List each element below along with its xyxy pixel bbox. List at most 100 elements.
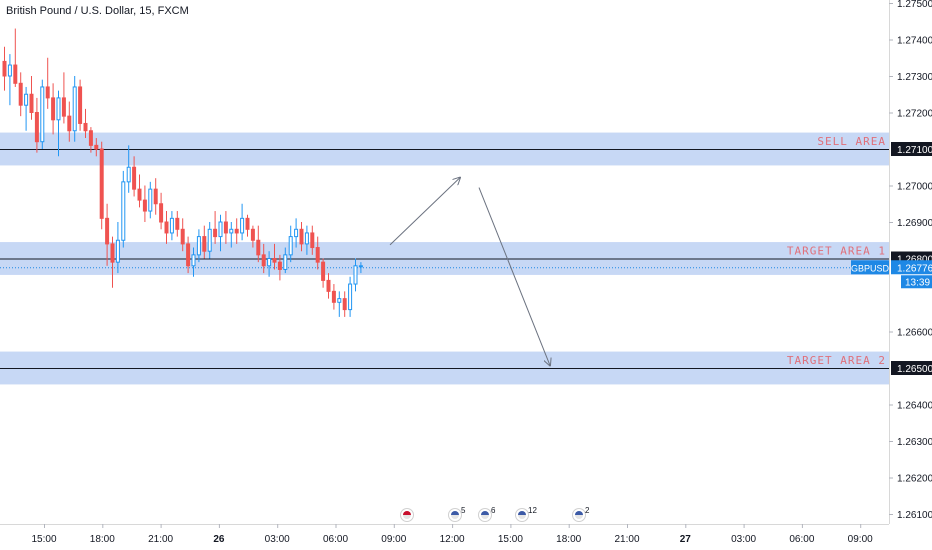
candle <box>105 203 110 266</box>
candle <box>272 243 277 270</box>
last-price-text: 1.26776 <box>897 263 932 274</box>
candle <box>331 284 336 310</box>
candle-body <box>83 122 88 132</box>
uk-event-icon[interactable] <box>400 508 414 522</box>
candle-body <box>67 115 72 132</box>
candle-body <box>288 236 293 256</box>
us-event-icon[interactable]: 2 <box>572 506 590 522</box>
candle-body <box>240 217 245 234</box>
candle-body <box>88 130 93 146</box>
candle <box>223 211 228 244</box>
sell-price-tag: 1.27100 <box>891 142 932 156</box>
candle <box>29 76 34 120</box>
candle-body <box>18 82 23 106</box>
candle <box>358 262 363 274</box>
candle-body <box>51 97 56 121</box>
candle <box>288 225 293 263</box>
candle <box>159 192 164 230</box>
candle-body <box>40 86 45 143</box>
candle-body <box>358 265 363 268</box>
time-axis[interactable]: 15:00 18:00 21:00 26 03:00 06:00 09:00 12:00 15:… <box>31 524 873 545</box>
flag-bottom <box>575 515 583 519</box>
candle <box>132 156 137 197</box>
flag-bottom <box>403 515 411 519</box>
candle-body <box>348 283 353 311</box>
flag-bottom <box>518 515 526 519</box>
us-event-icon[interactable]: 12 <box>515 506 537 522</box>
candle-body <box>126 166 131 183</box>
candle-body <box>105 217 110 245</box>
candle-body <box>229 228 234 234</box>
price-tick-label: 1.26200 <box>897 474 932 485</box>
candle <box>180 218 185 252</box>
candle <box>175 211 180 237</box>
countdown-bg <box>901 275 932 289</box>
candle <box>40 79 45 149</box>
candle-body <box>337 298 342 303</box>
candle-body <box>261 254 266 267</box>
target2-price-tag-bg <box>891 361 932 375</box>
time-tick-label: 27 <box>680 534 692 545</box>
candle <box>294 218 299 248</box>
candle <box>7 54 12 106</box>
candle-body <box>310 232 315 249</box>
candle <box>342 291 347 317</box>
price-tags: 1.27100 1.26800 1.26500 GBPUSD 1.26776 13:39 <box>851 142 932 375</box>
event-count: 2 <box>585 506 590 515</box>
price-axis[interactable]: 1.27500 1.27400 1.27300 1.27200 1.27000 1.269… <box>889 0 932 521</box>
candle-body <box>7 64 12 77</box>
target2-price-tag-text: 1.26500 <box>897 364 932 375</box>
event-count: 12 <box>528 506 537 515</box>
candle <box>67 101 72 142</box>
us-event-icon[interactable]: 5 <box>448 506 465 522</box>
candle-body <box>153 188 158 205</box>
time-tick-label: 06:00 <box>789 534 814 545</box>
candle-body <box>121 181 126 241</box>
candle <box>2 46 7 91</box>
candle <box>45 57 50 109</box>
time-tick-label: 21:00 <box>148 534 173 545</box>
candle-body <box>277 261 282 270</box>
candle <box>250 225 255 248</box>
time-tick-label: 09:00 <box>848 534 873 545</box>
candle-body <box>45 86 50 99</box>
flag-top <box>575 511 583 515</box>
candle-body <box>159 203 164 223</box>
candle-body <box>56 97 61 121</box>
candle-body <box>315 247 320 263</box>
candle-body <box>207 228 212 252</box>
candle-body <box>256 239 261 256</box>
price-tick-label: 1.27500 <box>897 0 932 10</box>
candle-body <box>196 236 201 256</box>
us-event-icon[interactable]: 6 <box>478 506 495 522</box>
candle-body <box>13 64 18 84</box>
time-tick-label: 21:00 <box>614 534 639 545</box>
last-price-bg <box>891 260 932 275</box>
candle-body <box>142 199 147 212</box>
candle-body <box>283 254 288 270</box>
candle-body <box>304 232 309 245</box>
candle <box>153 178 158 215</box>
candle <box>261 243 266 274</box>
sell-price-tag-bg <box>891 142 932 156</box>
candle-body <box>29 93 34 113</box>
candle-body <box>342 298 347 311</box>
candle <box>245 214 250 237</box>
candle <box>83 108 88 139</box>
candle-body <box>272 258 277 263</box>
candle <box>56 90 61 157</box>
candle <box>256 225 261 263</box>
candle-body <box>234 228 239 234</box>
candle <box>72 76 77 142</box>
price-tick-label: 1.26900 <box>897 218 932 229</box>
candle-body <box>78 86 83 124</box>
flag-top <box>451 511 459 515</box>
candle <box>191 247 196 277</box>
candle <box>148 181 153 219</box>
candle-body <box>218 221 223 238</box>
candle <box>218 214 223 252</box>
candles-layer <box>2 28 363 317</box>
candle-body <box>72 86 77 132</box>
flag-bottom <box>451 515 459 519</box>
